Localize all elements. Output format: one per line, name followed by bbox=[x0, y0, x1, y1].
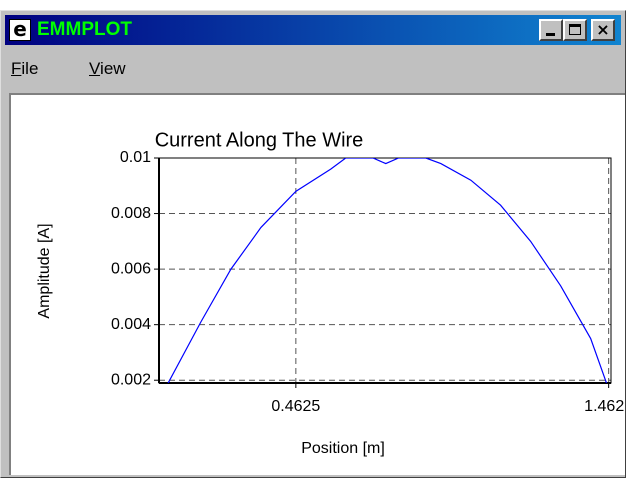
close-button[interactable]: × bbox=[591, 19, 615, 41]
menu-file[interactable]: File bbox=[11, 59, 39, 78]
app-icon: e bbox=[9, 19, 31, 41]
window-title: EMMPLOT bbox=[37, 19, 132, 40]
menu-bar: File View bbox=[5, 51, 621, 85]
minimize-button[interactable] bbox=[539, 19, 563, 41]
chart-title: Current Along The Wire bbox=[155, 129, 364, 151]
y-tick-label: 0.006 bbox=[111, 260, 151, 277]
x-axis-label: Position [m] bbox=[301, 440, 385, 457]
y-tick-label: 0.008 bbox=[111, 205, 151, 222]
title-bar: e EMMPLOT × bbox=[5, 15, 621, 45]
menu-view[interactable]: View bbox=[89, 59, 126, 78]
y-tick-label: 0.002 bbox=[111, 371, 151, 388]
y-tick-label: 0.004 bbox=[111, 316, 151, 333]
x-tick-label: 0.4625 bbox=[271, 398, 320, 415]
x-tick-label: 1.4625 bbox=[584, 398, 626, 415]
y-axis-label: Amplitude [A] bbox=[36, 223, 53, 318]
maximize-button[interactable] bbox=[563, 19, 587, 41]
window: e EMMPLOT × File View Current Along The … bbox=[0, 10, 626, 478]
client-area: Current Along The Wire Position [m] Ampl… bbox=[9, 93, 626, 475]
chart: Current Along The Wire Position [m] Ampl… bbox=[36, 129, 626, 457]
y-tick-label: 0.01 bbox=[120, 149, 151, 166]
plot-frame bbox=[158, 157, 612, 384]
data-line bbox=[167, 158, 608, 383]
